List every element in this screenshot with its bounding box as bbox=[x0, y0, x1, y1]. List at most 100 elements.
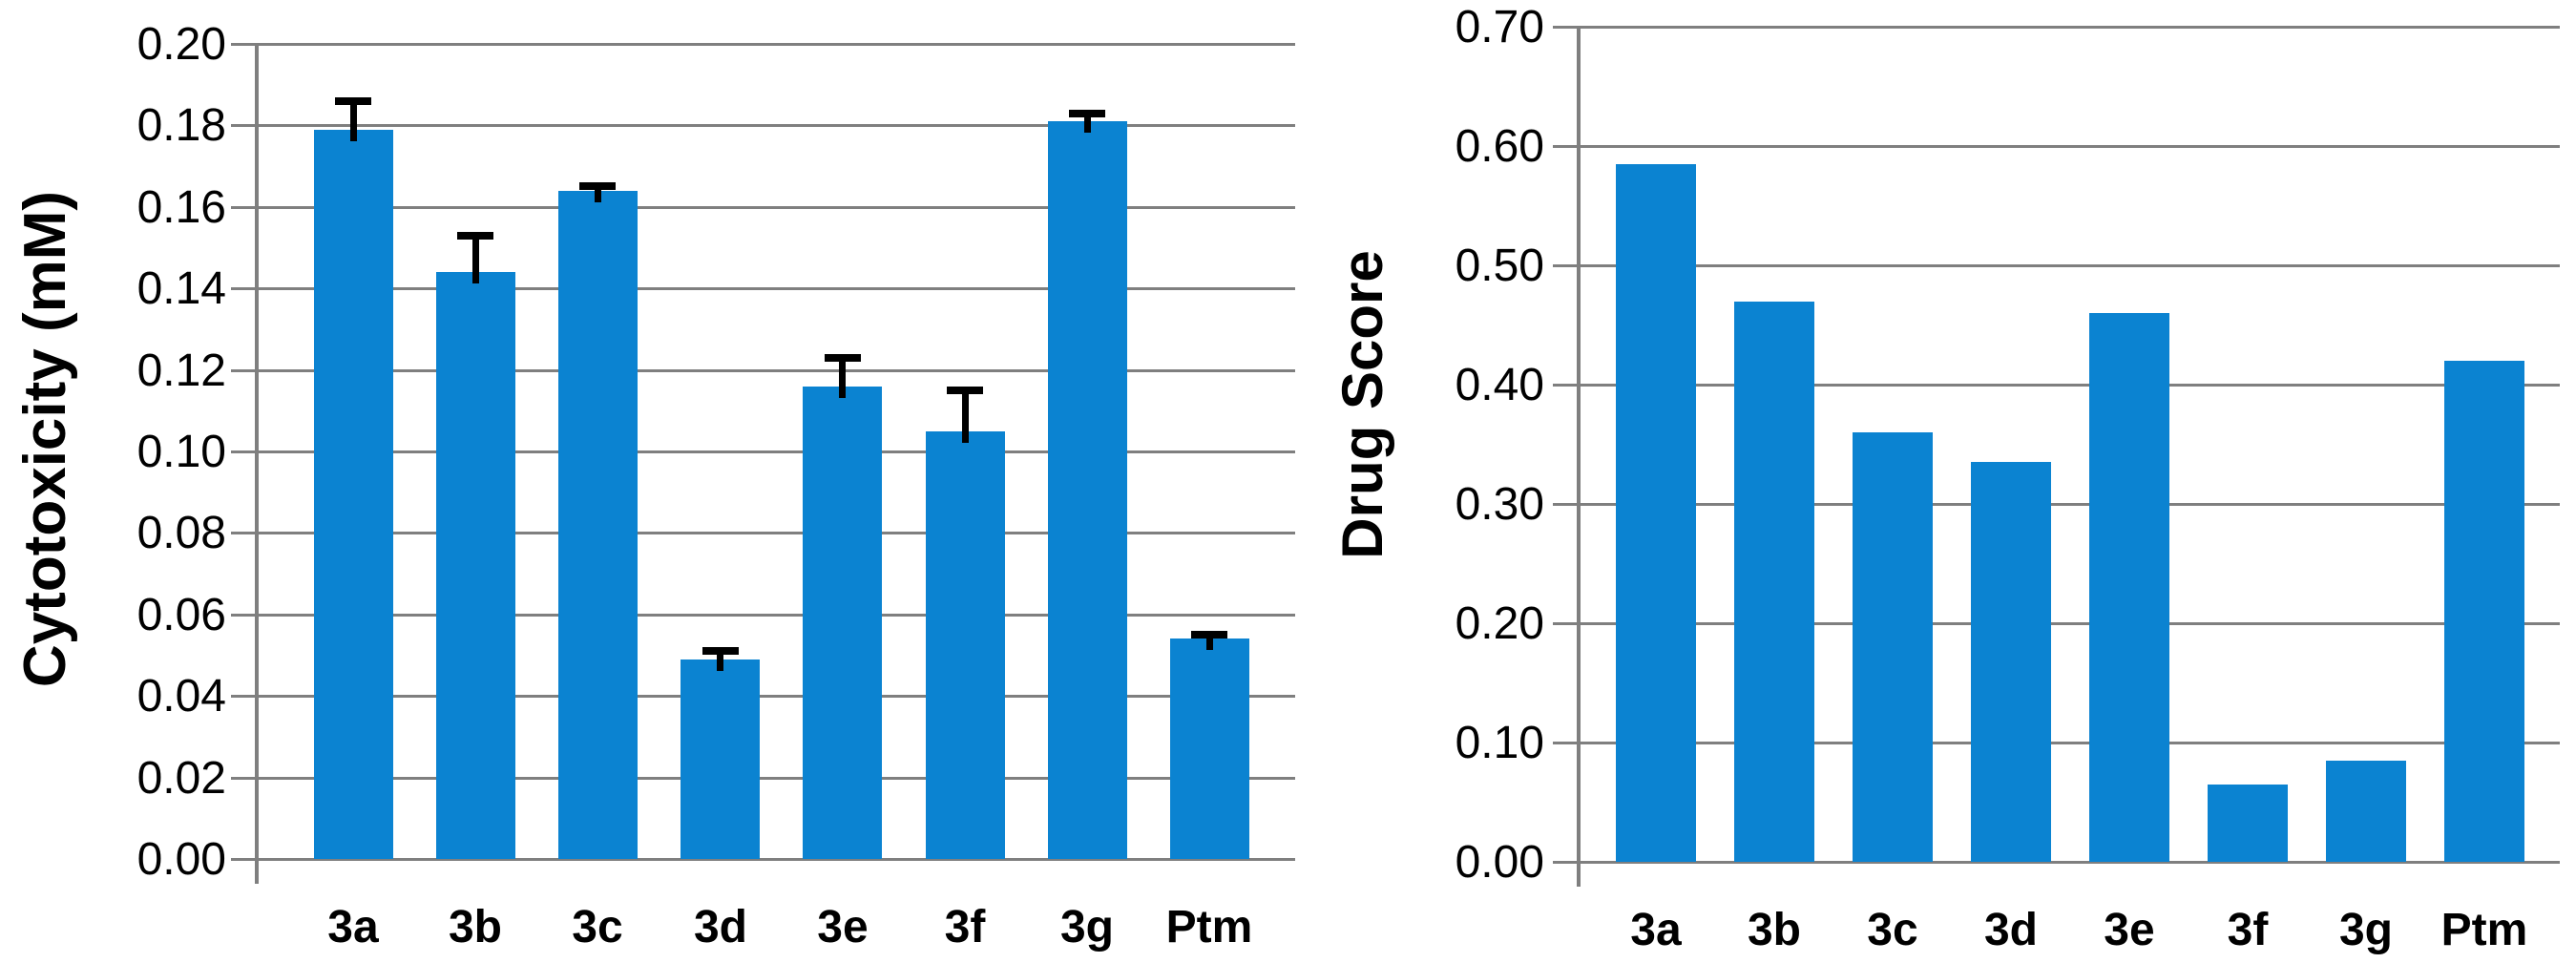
y-tick-label-0.40: 0.40 bbox=[1455, 360, 1544, 410]
y-tick-0.16 bbox=[231, 206, 257, 209]
y-axis-line bbox=[1577, 27, 1581, 887]
y-tick-0.00 bbox=[1553, 861, 1579, 864]
y-tick-label-0.00: 0.00 bbox=[1455, 837, 1544, 888]
bar-3f bbox=[2208, 785, 2288, 862]
category-label-3e: 3e bbox=[817, 902, 869, 953]
y-tick-0.70 bbox=[1553, 26, 1579, 29]
gridline-0.40 bbox=[1579, 384, 2560, 387]
y-tick-0.50 bbox=[1553, 264, 1579, 267]
category-label-3f: 3f bbox=[2227, 905, 2269, 955]
y-tick-label-0.18: 0.18 bbox=[136, 100, 226, 151]
y-tick-label-0.20: 0.20 bbox=[1455, 598, 1544, 649]
bar-3g bbox=[2326, 761, 2406, 862]
category-label-3d: 3d bbox=[693, 902, 747, 953]
y-tick-0.60 bbox=[1553, 145, 1579, 148]
y-axis-title-drug-score: Drug Score bbox=[1330, 250, 1394, 559]
gridline-0.14 bbox=[257, 287, 1295, 290]
gridline-0.16 bbox=[257, 206, 1295, 209]
y-tick-0.14 bbox=[231, 287, 257, 290]
y-tick-0.04 bbox=[231, 695, 257, 698]
y-tick-0.12 bbox=[231, 369, 257, 372]
gridline-0.08 bbox=[257, 532, 1295, 534]
y-tick-label-0.16: 0.16 bbox=[136, 182, 226, 233]
y-tick-0.20 bbox=[1553, 622, 1579, 625]
bar-3a bbox=[314, 130, 393, 859]
bar-3c bbox=[558, 191, 638, 859]
y-tick-0.02 bbox=[231, 777, 257, 780]
y-axis-line bbox=[255, 44, 259, 884]
error-bar-whisker-3b bbox=[472, 236, 479, 283]
y-tick-label-0.12: 0.12 bbox=[136, 345, 226, 396]
error-bar-whisker-3d bbox=[717, 651, 723, 671]
error-bar-whisker-Ptm bbox=[1206, 635, 1213, 650]
y-tick-label-0.08: 0.08 bbox=[136, 508, 226, 558]
category-label-3c: 3c bbox=[1867, 905, 1918, 955]
y-tick-0.06 bbox=[231, 614, 257, 617]
y-tick-label-0.02: 0.02 bbox=[136, 753, 226, 804]
y-tick-label-0.60: 0.60 bbox=[1455, 121, 1544, 172]
y-tick-label-0.14: 0.14 bbox=[136, 263, 226, 314]
category-label-3a: 3a bbox=[1630, 905, 1682, 955]
bar-3b bbox=[1734, 302, 1814, 862]
error-bar-cap-Ptm bbox=[1191, 631, 1227, 639]
y-tick-0.00 bbox=[231, 858, 257, 861]
y-tick-label-0.50: 0.50 bbox=[1455, 241, 1544, 291]
y-tick-label-0.20: 0.20 bbox=[136, 19, 226, 70]
bar-Ptm bbox=[1170, 639, 1249, 859]
y-tick-0.20 bbox=[231, 43, 257, 46]
y-tick-0.40 bbox=[1553, 384, 1579, 387]
error-bar-whisker-3c bbox=[595, 186, 601, 202]
y-tick-0.18 bbox=[231, 124, 257, 127]
y-tick-label-0.70: 0.70 bbox=[1455, 2, 1544, 52]
category-label-3e: 3e bbox=[2104, 905, 2155, 955]
gridline-0.60 bbox=[1579, 145, 2560, 148]
gridline-0.02 bbox=[257, 777, 1295, 780]
category-label-3c: 3c bbox=[572, 902, 623, 953]
bar-3c bbox=[1853, 432, 1933, 862]
y-tick-label-0.10: 0.10 bbox=[1455, 718, 1544, 768]
error-bar-cap-3b bbox=[457, 232, 493, 240]
y-tick-label-0.06: 0.06 bbox=[136, 590, 226, 640]
error-bar-whisker-3f bbox=[962, 390, 969, 443]
gridline-0.20 bbox=[257, 43, 1295, 46]
gridline-0.00 bbox=[1579, 861, 2560, 864]
bar-3d bbox=[681, 659, 760, 859]
bar-3e bbox=[2089, 313, 2169, 862]
category-label-3a: 3a bbox=[327, 902, 379, 953]
gridline-0.18 bbox=[257, 124, 1295, 127]
bar-3b bbox=[436, 272, 515, 859]
y-tick-0.10 bbox=[1553, 742, 1579, 744]
y-tick-label-0.04: 0.04 bbox=[136, 671, 226, 722]
bar-3a bbox=[1616, 164, 1696, 862]
gridline-0.30 bbox=[1579, 503, 2560, 506]
y-axis-title-cytotoxicity: Cytotoxicity (mM) bbox=[12, 190, 78, 688]
category-label-3g: 3g bbox=[2338, 905, 2393, 955]
y-tick-label-0.30: 0.30 bbox=[1455, 479, 1544, 530]
bar-Ptm bbox=[2444, 361, 2524, 862]
y-tick-0.30 bbox=[1553, 503, 1579, 506]
error-bar-cap-3g bbox=[1069, 110, 1105, 117]
bar-3f bbox=[926, 431, 1005, 859]
error-bar-whisker-3e bbox=[839, 358, 846, 398]
category-label-3g: 3g bbox=[1059, 902, 1114, 953]
category-label-3b: 3b bbox=[1747, 905, 1801, 955]
gridline-0.12 bbox=[257, 369, 1295, 372]
error-bar-cap-3c bbox=[579, 182, 616, 190]
error-bar-whisker-3a bbox=[350, 101, 357, 141]
category-label-3d: 3d bbox=[1983, 905, 2038, 955]
category-label-3b: 3b bbox=[448, 902, 502, 953]
category-label-Ptm: Ptm bbox=[1165, 902, 1253, 953]
bar-3e bbox=[803, 387, 882, 859]
gridline-0.10 bbox=[1579, 742, 2560, 744]
gridline-0.10 bbox=[257, 450, 1295, 453]
y-tick-label-0.00: 0.00 bbox=[136, 834, 226, 885]
category-label-Ptm: Ptm bbox=[2440, 905, 2528, 955]
bar-3g bbox=[1048, 121, 1127, 859]
error-bar-whisker-3g bbox=[1084, 114, 1091, 133]
error-bar-cap-3e bbox=[825, 354, 861, 362]
gridline-0.70 bbox=[1579, 26, 2560, 29]
gridline-0.50 bbox=[1579, 264, 2560, 267]
y-tick-0.10 bbox=[231, 450, 257, 453]
gridline-0.04 bbox=[257, 695, 1295, 698]
